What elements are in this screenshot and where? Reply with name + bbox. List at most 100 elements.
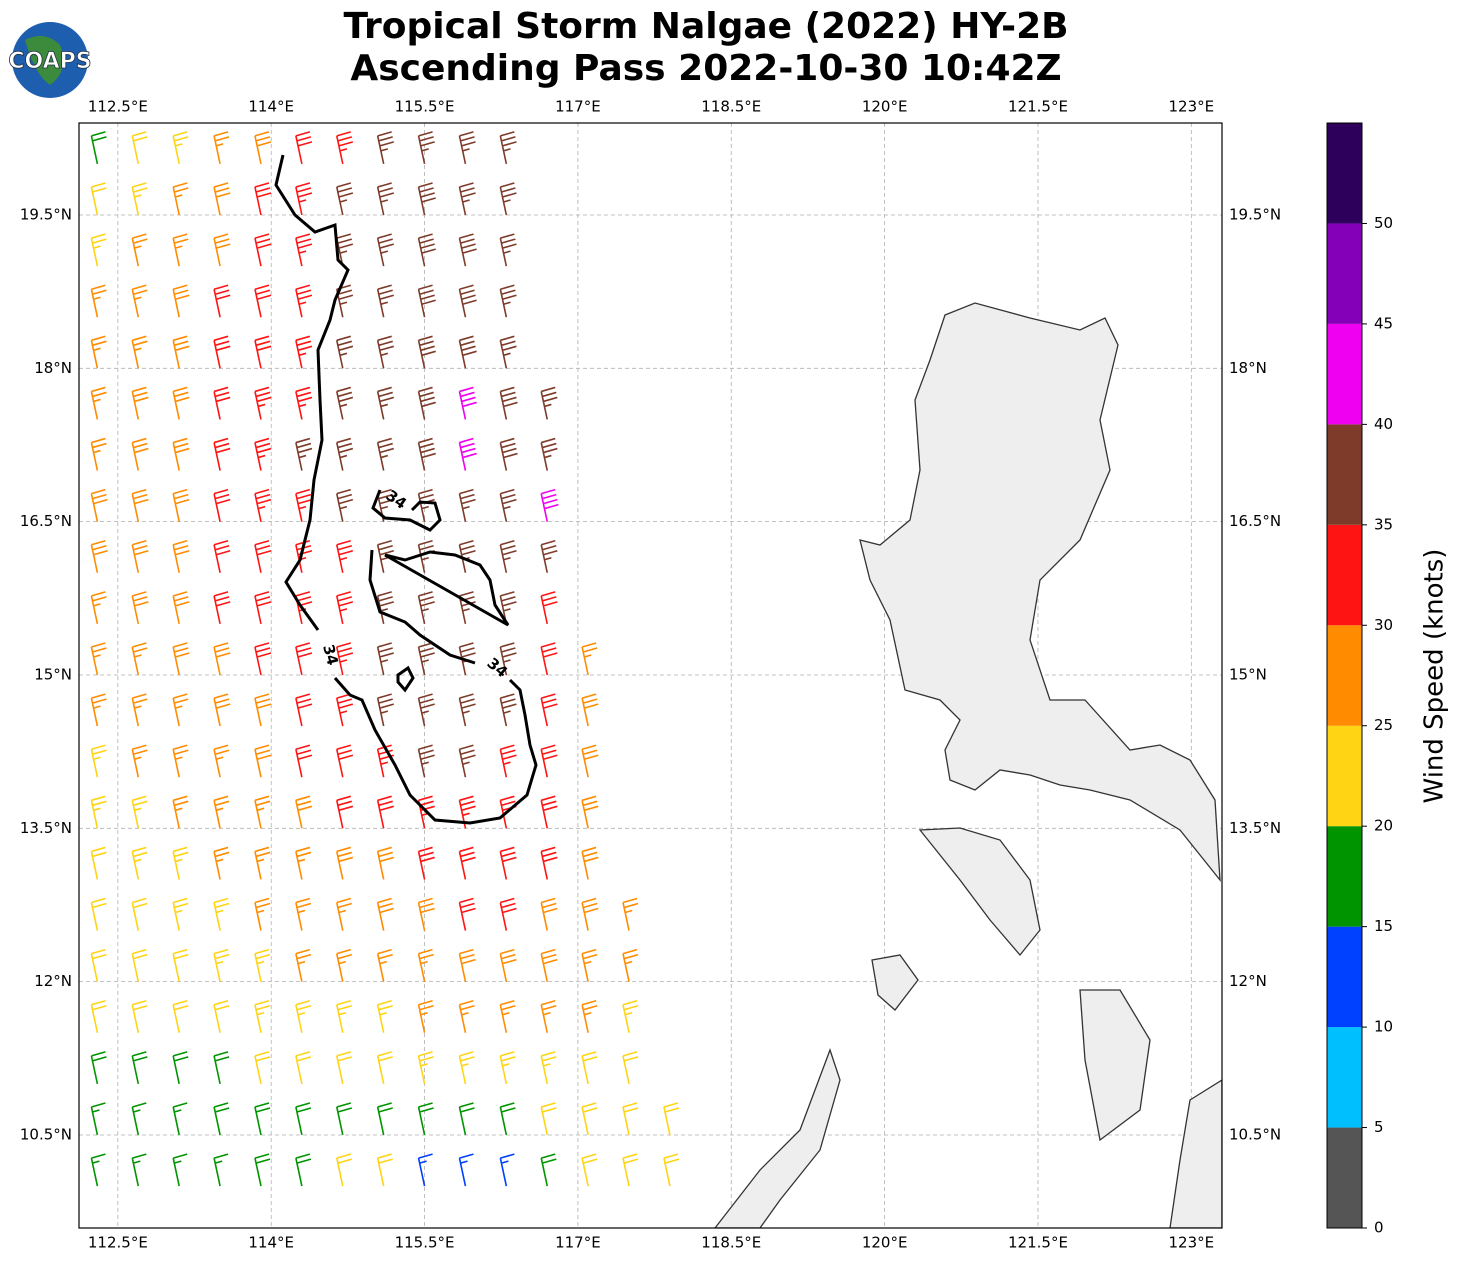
wind-barb — [90, 437, 107, 471]
colorbar-tick-label: 45 — [1374, 314, 1393, 332]
wind-barb — [417, 539, 435, 573]
wind-barb — [335, 1051, 353, 1085]
wind-barb — [254, 437, 272, 471]
wind-barb — [417, 437, 436, 471]
wind-barb — [172, 335, 190, 369]
wind-barb — [295, 999, 312, 1033]
wind-barb — [417, 386, 436, 420]
colorbar-tick-label: 25 — [1374, 716, 1393, 734]
contour-34 — [371, 489, 442, 532]
wind-barb — [540, 795, 558, 829]
wind-barb — [90, 693, 107, 727]
wind-barb — [499, 846, 517, 880]
wind-barb — [295, 488, 313, 522]
wind-barb — [213, 539, 231, 573]
wind-barb — [254, 131, 272, 165]
wind-barb — [417, 744, 435, 778]
wind-barb — [376, 846, 394, 880]
wind-barb — [540, 539, 558, 573]
wind-barb — [172, 948, 189, 982]
wind-barb — [295, 1102, 312, 1136]
wind-barb — [131, 1051, 148, 1085]
colorbar-segment — [1327, 725, 1362, 827]
wind-barb — [417, 693, 435, 727]
wind-barb — [213, 846, 230, 880]
wind-barb — [254, 948, 271, 982]
wind-barb — [172, 846, 189, 880]
x-tick-label: 121.5°E — [1008, 1234, 1068, 1252]
wind-barb — [417, 182, 436, 216]
wind-barb — [458, 642, 476, 676]
wind-barb — [254, 233, 272, 267]
colorbar-tick-label: 30 — [1374, 616, 1393, 634]
wind-barb — [254, 1102, 271, 1136]
wind-barb — [622, 897, 639, 931]
wind-barb — [499, 182, 517, 216]
wind-barb — [213, 744, 230, 778]
colorbar-segment — [1327, 1127, 1362, 1228]
wind-barb — [335, 437, 354, 471]
wind-barb — [458, 744, 476, 778]
contour-34 — [396, 665, 415, 693]
axis-labels: 112.5°E 112.5°E 114°E 114°E 115.5°E 115.5°E 11… — [20, 98, 1281, 1252]
y-tick-label: 13.5°N — [20, 819, 72, 837]
contour-label: 34 — [484, 654, 512, 681]
colorbar-tick-label: 0 — [1374, 1219, 1384, 1237]
y-tick-label: 19.5°N — [20, 205, 72, 223]
wind-barb — [213, 437, 231, 471]
wind-barb — [376, 795, 394, 829]
wind-barb — [417, 642, 435, 676]
wind-barb — [417, 1051, 434, 1085]
wind-barb — [376, 1153, 393, 1187]
wind-barb — [499, 437, 518, 471]
colorbar-tick-label: 10 — [1374, 1018, 1393, 1036]
wind-barb — [499, 591, 517, 625]
wind-barb — [376, 999, 393, 1033]
wind-barb — [172, 1153, 188, 1187]
wind-barb — [90, 233, 107, 267]
x-tick-label: 114°E — [248, 98, 294, 116]
wind-barb — [90, 539, 108, 573]
wind-barb — [376, 131, 394, 165]
colorbar-segment — [1327, 826, 1362, 927]
wind-barb — [540, 1153, 557, 1187]
wind-barb — [335, 539, 354, 573]
wind-barb — [90, 897, 107, 931]
wind-barb — [458, 1102, 475, 1136]
x-tick-label: 123°E — [1169, 1234, 1215, 1252]
y-tick-label: 12°N — [34, 972, 72, 990]
wind-barb — [499, 948, 517, 982]
wind-barb — [417, 284, 436, 318]
wind-barb — [213, 233, 231, 267]
wind-barb — [131, 131, 148, 165]
wind-barb — [172, 642, 190, 676]
colorbar-tick-label: 40 — [1374, 415, 1393, 433]
wind-barb — [131, 744, 148, 778]
wind-barb — [376, 233, 394, 267]
wind-barb — [213, 1102, 230, 1136]
wind-barb — [172, 284, 190, 318]
wind-barb — [376, 335, 394, 369]
wind-barb — [540, 693, 558, 727]
wind-barb — [540, 846, 558, 880]
mindoro — [918, 827, 1041, 957]
y-tick-label: 15°N — [34, 665, 72, 683]
wind-barb — [376, 182, 394, 216]
wind-barb — [335, 284, 354, 318]
wind-barb — [172, 897, 189, 931]
wind-barb — [295, 744, 313, 778]
x-tick-label: 118.5°E — [701, 1234, 761, 1252]
wind-barb — [499, 1051, 516, 1085]
wind-barb — [540, 1051, 557, 1085]
wind-barb — [90, 795, 107, 829]
wind-barb — [295, 948, 312, 982]
wind-barb — [540, 948, 558, 982]
logo-land — [25, 36, 64, 85]
wind-barb — [254, 999, 271, 1033]
colorbar-segment — [1327, 926, 1362, 1028]
wind-barb — [458, 948, 476, 982]
wind-barb — [540, 488, 559, 522]
wind-barb — [131, 182, 148, 216]
colorbar-tick-label: 50 — [1374, 214, 1393, 232]
